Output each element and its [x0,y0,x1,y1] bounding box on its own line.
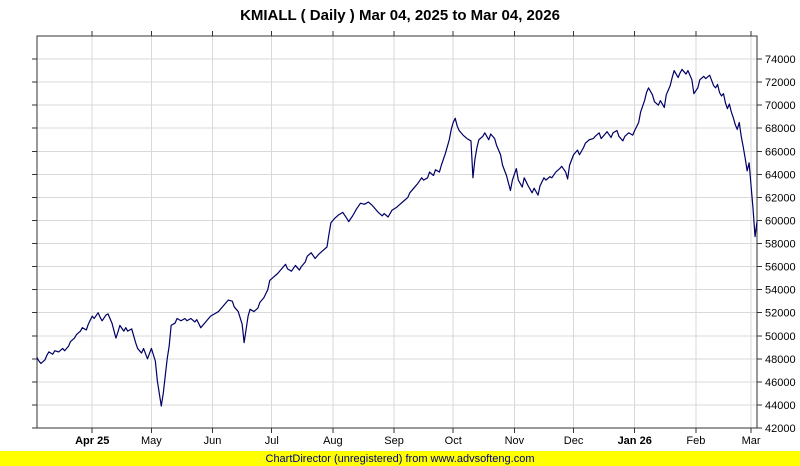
x-axis-label: Oct [445,435,462,447]
y-axis-label: 52000 [765,308,796,320]
y-axis-label: 74000 [765,54,796,66]
y-axis-label: 70000 [765,100,796,112]
y-axis-label: 58000 [765,239,796,251]
footer-credit: ChartDirector (unregistered) from www.ad… [266,453,535,465]
x-axis-label: Mar [742,435,761,447]
price-line [36,68,758,407]
x-axis-label: May [141,435,162,447]
plot-area: 42000 44000 46000 48000 50000 52000 54000 56000… [32,31,796,447]
y-axis-label: 60000 [765,215,796,227]
y-axis-label: 42000 [765,423,796,435]
x-axis-label: Sep [384,435,404,447]
y-axis-label: 56000 [765,262,796,274]
y-axis-label: 48000 [765,354,796,366]
x-axis-label: Nov [505,435,525,447]
y-axis-label: 50000 [765,331,796,343]
y-axis-label: 72000 [765,77,796,89]
x-axis-label: Feb [686,435,705,447]
x-axis-label: Aug [323,435,343,447]
y-axis-label: 62000 [765,192,796,204]
y-axis-label: 68000 [765,123,796,135]
chart-title: KMIALL ( Daily ) Mar 04, 2025 to Mar 04,… [240,7,560,24]
y-axis-label: 66000 [765,146,796,158]
y-axis-label: 64000 [765,169,796,181]
x-axis-label: Apr 25 [75,435,109,447]
gridlines [37,36,757,429]
x-axis-labels: Apr 25 May Jun Jul Aug Sep Oct Nov Dec Jan 26 Feb M… [75,435,761,447]
y-axis-label: 54000 [765,285,796,297]
y-axis-labels: 42000 44000 46000 48000 50000 52000 54000 56000… [765,54,796,435]
x-axis-label: Jun [204,435,222,447]
tick-marks [32,31,762,433]
footer-bar [0,451,800,466]
y-axis-label: 46000 [765,377,796,389]
y-axis-label: 44000 [765,400,796,412]
x-axis-label: Dec [564,435,584,447]
x-axis-label: Jul [265,435,279,447]
x-axis-label: Jan 26 [618,435,652,447]
plot-border [36,35,758,429]
